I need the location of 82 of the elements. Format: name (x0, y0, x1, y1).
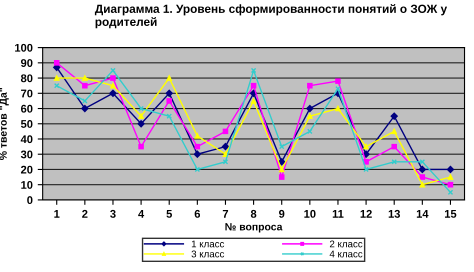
point (250, 68, 256, 74)
point (278, 158, 286, 166)
point (250, 90, 258, 97)
x-tick-label: 8 (250, 210, 256, 218)
point (418, 166, 426, 174)
x-tick-label: 10 (304, 210, 316, 218)
point (362, 150, 370, 158)
x-tick-label: 11 (332, 210, 344, 218)
x-tick-label: 14 (416, 210, 428, 218)
point (110, 82, 116, 88)
point (82, 75, 88, 81)
point (138, 113, 144, 119)
point (391, 144, 397, 150)
x-tick-label: 1 (54, 210, 60, 218)
point (137, 120, 145, 128)
point (222, 128, 228, 134)
y-tick-label: 40 (20, 135, 32, 144)
legend-label: 4 класс (330, 250, 362, 258)
y-tick-label: 100 (15, 44, 32, 52)
point (335, 78, 341, 84)
point (110, 68, 116, 74)
point (194, 150, 201, 158)
point (82, 82, 88, 88)
chart-title: Диаграмма 1. Уровень сформированности понятий о ЗОЖ у родителей (94, 4, 448, 28)
x-tick-label: 9 (279, 210, 284, 218)
x-tick-label: 4 (138, 210, 144, 218)
point (82, 98, 88, 104)
point (166, 90, 173, 97)
y-tick-label: 60 (20, 104, 32, 113)
point (222, 142, 230, 150)
point (420, 174, 426, 180)
point (166, 98, 172, 104)
point (138, 144, 144, 150)
point (138, 106, 144, 112)
y-tick-label: 30 (20, 150, 32, 158)
y-tick-label: 0 (27, 196, 32, 204)
x-tick-label: 6 (194, 210, 200, 218)
point (307, 128, 313, 134)
point (109, 90, 117, 97)
legend-label: 1 класс (192, 240, 224, 248)
y-tick-label: 10 (21, 180, 32, 189)
point (363, 166, 369, 172)
x-tick-label: 7 (222, 210, 228, 218)
y-tick-label: 50 (20, 120, 32, 128)
legend-label: 2 класс (330, 240, 362, 248)
point (81, 104, 88, 112)
x-tick-label: 13 (388, 210, 400, 218)
point (307, 113, 313, 119)
point (363, 159, 369, 165)
point (335, 86, 341, 92)
point (391, 159, 397, 165)
point (307, 82, 313, 88)
y-tick-label: 20 (20, 166, 32, 174)
point (194, 166, 200, 172)
point (222, 151, 228, 157)
point (448, 182, 454, 188)
point (420, 182, 426, 188)
x-tick-label: 5 (166, 210, 172, 218)
point (166, 113, 172, 119)
point (306, 104, 314, 112)
x-tick-label: 15 (444, 210, 456, 218)
y-tick-label: 80 (20, 74, 32, 82)
y-tick-label: 70 (21, 90, 32, 98)
point (363, 144, 369, 150)
point (390, 112, 398, 120)
point (54, 60, 60, 66)
point (420, 159, 426, 165)
y-tick-label: 90 (20, 59, 32, 67)
point (166, 75, 172, 81)
legend-label: 3 класс (192, 250, 224, 258)
x-tick-label: 12 (360, 210, 372, 218)
x-tick-label: 2 (82, 210, 88, 218)
point (250, 82, 256, 88)
point (110, 75, 116, 81)
point (194, 144, 200, 150)
point (278, 144, 284, 150)
point (278, 174, 284, 180)
point (446, 166, 454, 174)
x-tick-label: 3 (110, 210, 116, 218)
point (54, 75, 60, 81)
x-axis-title: № вопроса (225, 223, 283, 232)
point (222, 159, 228, 165)
